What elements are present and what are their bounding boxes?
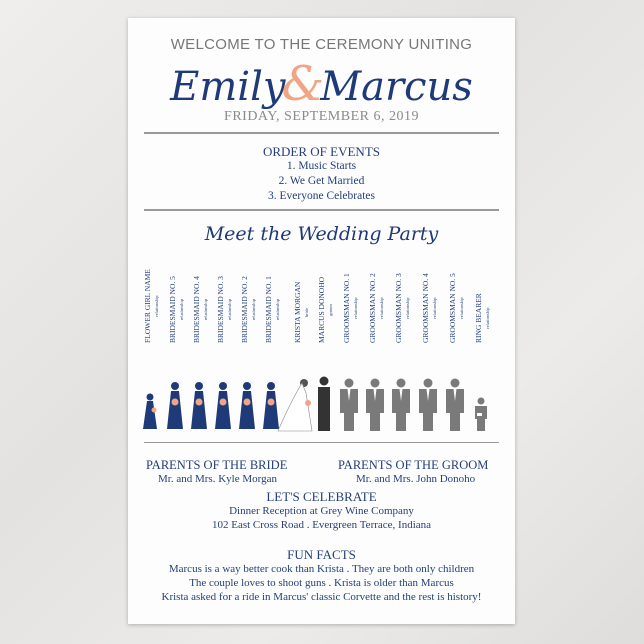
event-item: 3. Everyone Celebrates [268, 190, 375, 202]
member-name: RING BEARER [474, 293, 483, 343]
party-member-label: BRIDESMAID NO. 4 relationship [192, 276, 213, 360]
order-of-events: ORDER OF EVENTS 1. Music Starts 2. We Ge… [128, 144, 515, 204]
groomsman-figure [392, 378, 410, 431]
divider [144, 442, 499, 443]
couple-names: Emily&Marcus [128, 56, 515, 112]
party-title: Meet the Wedding Party [204, 223, 439, 245]
member-name: GROOMSMAN NO. 1 [342, 273, 351, 343]
member-role: bride [304, 307, 309, 317]
divider [144, 209, 499, 211]
event-item: 2. We Get Married [278, 175, 365, 187]
groom-figure [318, 376, 330, 431]
parents-bride-title: PARENTS OF THE BRIDE [146, 458, 288, 472]
member-role: relationship [405, 297, 410, 319]
fun-line: The couple loves to shoot guns . Krista … [189, 577, 454, 589]
party-member-label: BRIDESMAID NO. 2 relationship [240, 276, 261, 360]
party-member-label: MARCUS DONOHO groom [317, 276, 338, 360]
member-role: relationship [459, 297, 464, 319]
member-name: GROOMSMAN NO. 5 [448, 273, 457, 343]
member-role: relationship [275, 298, 280, 321]
event-item: 1. Music Starts [286, 160, 357, 172]
member-role: relationship [203, 298, 208, 321]
parents-bride: PARENTS OF THE BRIDE Mr. and Mrs. Kyle M… [146, 458, 287, 486]
member-name: BRIDESMAID NO. 4 [192, 276, 201, 343]
celebrate: LET'S CELEBRATE Dinner Reception at Grey… [128, 490, 515, 532]
party-member-label: BRIDESMAID NO. 3 relationship [216, 276, 237, 360]
fun-line: Marcus is a way better cook than Krista … [168, 563, 475, 575]
bridesmaid-figure [263, 382, 279, 429]
member-name: MARCUS DONOHO [317, 276, 326, 343]
date: FRIDAY, SEPTEMBER 6, 2019 [224, 109, 419, 124]
member-role: relationship [485, 307, 490, 329]
bridesmaid-figure [239, 382, 255, 429]
groomsman-figure [340, 378, 358, 431]
parents-groom-title: PARENTS OF THE GROOM [338, 458, 489, 472]
fun-title: FUN FACTS [287, 547, 356, 562]
member-role: relationship [251, 298, 256, 321]
party-member-label: BRIDESMAID NO. 5 relationship [168, 276, 189, 360]
member-name: FLOWER GIRL NAME [143, 269, 152, 343]
flower-girl-figure [143, 393, 157, 429]
party-member-label: GROOMSMAN NO. 3 relationship [394, 273, 415, 360]
parents-bride-names: Mr. and Mrs. Kyle Morgan [158, 473, 277, 485]
name1: Emily [170, 64, 286, 110]
celebrate-title: LET'S CELEBRATE [266, 489, 377, 504]
party-member-label: BRIDESMAID NO. 1 relationship [264, 276, 285, 360]
member-name: GROOMSMAN NO. 4 [421, 273, 430, 343]
member-role: relationship [154, 295, 159, 317]
events-title: ORDER OF EVENTS [262, 144, 380, 159]
member-name: BRIDESMAID NO. 3 [216, 276, 225, 343]
bridesmaid-figure [215, 382, 231, 429]
member-name: BRIDESMAID NO. 2 [240, 276, 249, 343]
member-role: relationship [353, 297, 358, 319]
party-silhouettes [143, 376, 487, 432]
member-name: GROOMSMAN NO. 3 [394, 273, 403, 343]
bridesmaid-figure [167, 382, 183, 429]
member-role: relationship [227, 298, 232, 321]
welcome-text: WELCOME TO THE CEREMONY UNITING [170, 36, 473, 53]
party-member-label: GROOMSMAN NO. 2 relationship [368, 273, 389, 360]
parents-groom: PARENTS OF THE GROOM Mr. and Mrs. John D… [338, 458, 488, 486]
celebrate-line: 102 East Cross Road . Evergreen Terrace,… [211, 519, 432, 531]
member-role: relationship [379, 297, 384, 319]
groomsman-figure [419, 378, 437, 431]
member-name: GROOMSMAN NO. 2 [368, 273, 377, 343]
parents-groom-names: Mr. and Mrs. John Donoho [356, 473, 476, 485]
member-role: relationship [179, 298, 184, 321]
name2: Marcus [320, 64, 473, 110]
celebrate-line: Dinner Reception at Grey Wine Company [229, 505, 414, 517]
party-member-label: GROOMSMAN NO. 1 relationship [342, 273, 363, 360]
party-member-label: KRISTA MORGAN bride [293, 280, 314, 360]
wedding-program: WELCOME TO THE CEREMONY UNITING Emily&Ma… [128, 18, 515, 624]
member-role: groom [328, 304, 333, 316]
party-member-label: RING BEARER relationship [474, 280, 495, 360]
member-name: BRIDESMAID NO. 1 [264, 276, 273, 343]
member-name: KRISTA MORGAN [293, 281, 302, 343]
fun-line: Krista asked for a ride in Marcus' class… [161, 591, 482, 603]
ampersand: & [281, 56, 325, 112]
groomsman-figure [446, 378, 464, 431]
party-member-label: GROOMSMAN NO. 5 relationship [448, 273, 469, 360]
party-member-label: GROOMSMAN NO. 4 relationship [421, 273, 442, 360]
member-name: BRIDESMAID NO. 5 [168, 276, 177, 343]
party-member-label: FLOWER GIRL NAME relationship [143, 269, 164, 360]
fun-facts: FUN FACTS Marcus is a way better cook th… [128, 548, 515, 604]
bridesmaid-figure [191, 382, 207, 429]
groomsman-figure [366, 378, 384, 431]
bride-figure [277, 379, 313, 432]
member-role: relationship [432, 297, 437, 319]
divider [144, 132, 499, 134]
ring-bearer-figure [475, 397, 487, 431]
